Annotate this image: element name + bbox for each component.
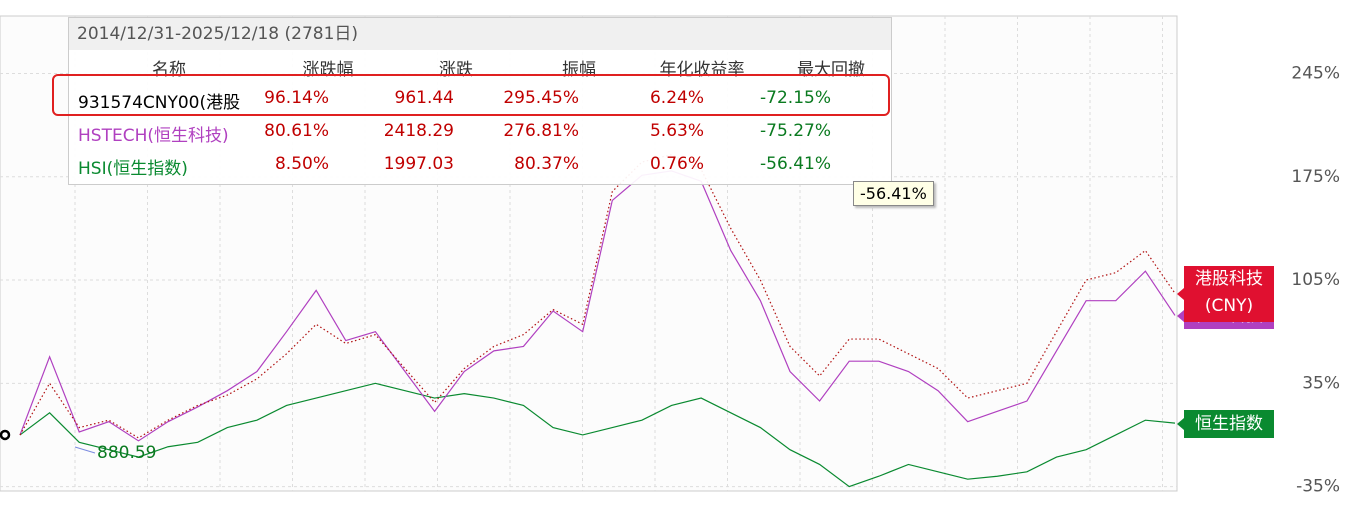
series-line <box>19 170 1176 442</box>
tooltip: -56.41% <box>853 181 934 206</box>
y-tick-label: 245% <box>1291 64 1340 84</box>
table-cell: HSI(恒生指数) <box>78 159 188 179</box>
annotation: 880.59 <box>97 443 156 463</box>
series-line <box>19 382 1176 488</box>
y-tick-label: 35% <box>1302 373 1340 393</box>
series-tag: 恒生指数 <box>1184 410 1274 438</box>
panel-header: 2014/12/31-2025/12/18 (2781日) <box>69 18 891 50</box>
table-cell: 80.61% <box>264 121 329 141</box>
tag-pointer <box>1177 310 1184 322</box>
table-cell: 96.14% <box>264 88 329 108</box>
table-cell: 276.81% <box>503 121 579 141</box>
table-cell: HSTECH(恒生科技) <box>78 126 229 146</box>
table-cell: 1997.03 <box>383 154 454 174</box>
table-cell: 80.37% <box>514 154 579 174</box>
table-cell: 5.63% <box>649 121 704 141</box>
y-tick-label: 175% <box>1291 167 1340 187</box>
stats-panel: 2014/12/31-2025/12/18 (2781日) 名称 涨跌幅 涨跌 振幅年… <box>68 17 892 185</box>
table-cell: 0.76% <box>649 154 704 174</box>
y-tick-label: -35% <box>1296 477 1340 497</box>
table-cell: 6.24% <box>649 88 704 108</box>
tag-pointer <box>1177 288 1184 300</box>
series-line <box>19 154 1176 439</box>
table-cell: -72.15% <box>760 88 831 108</box>
tag-pointer <box>1177 418 1184 430</box>
start-marker <box>0 429 11 441</box>
series-tag: 港股科技(CNY) <box>1184 266 1274 322</box>
table-cell: 2418.29 <box>383 121 454 141</box>
highlight-box <box>52 74 890 116</box>
table-cell: 931574CNY00(港股 <box>78 93 241 113</box>
table-cell: 961.44 <box>394 88 454 108</box>
y-tick-label: 105% <box>1291 270 1340 290</box>
annotation-leader <box>74 446 96 454</box>
table-cell: -75.27% <box>760 121 831 141</box>
table-cell: 8.50% <box>274 154 329 174</box>
table-cell: 295.45% <box>503 88 579 108</box>
table-cell: -56.41% <box>760 154 831 174</box>
